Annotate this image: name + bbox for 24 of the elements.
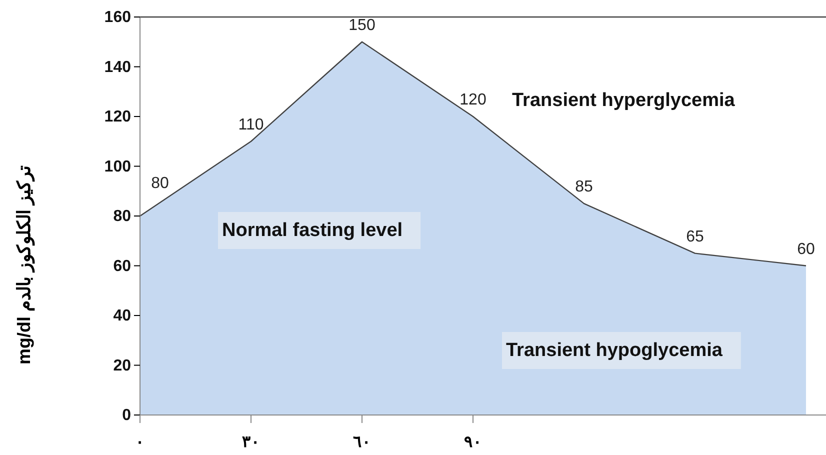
y-tick-label: 100 xyxy=(104,158,132,176)
y-axis-title: تركيز الكلوكوز بالدم mg/dl xyxy=(14,165,35,365)
x-tick-label: ٠ xyxy=(136,434,144,451)
y-tick-label: 20 xyxy=(113,357,132,374)
data-label: 65 xyxy=(686,228,704,246)
data-label: 110 xyxy=(238,116,264,134)
data-label: 60 xyxy=(797,240,815,258)
data-label: 150 xyxy=(348,16,376,34)
x-tick-label: ٩٠ xyxy=(464,434,482,451)
data-label: 85 xyxy=(575,178,593,196)
y-tick-label: 0 xyxy=(122,407,132,424)
data-label: 120 xyxy=(460,92,486,108)
y-tick-label: 120 xyxy=(104,108,132,126)
annotation: Transient hyperglycemia xyxy=(512,90,736,111)
y-tick-label: 140 xyxy=(104,58,132,76)
y-tick-label: 80 xyxy=(113,208,132,226)
annotation: Normal fasting level xyxy=(222,220,403,241)
y-tick-label: 160 xyxy=(104,9,132,26)
x-tick-label: ٣٠ xyxy=(242,434,260,451)
x-tick-label: ٦٠ xyxy=(353,434,371,451)
y-tick-label: 60 xyxy=(113,258,132,275)
data-label: 80 xyxy=(151,175,169,192)
annotation: Transient hypoglycemia xyxy=(506,340,723,361)
y-tick-label: 40 xyxy=(113,308,132,325)
